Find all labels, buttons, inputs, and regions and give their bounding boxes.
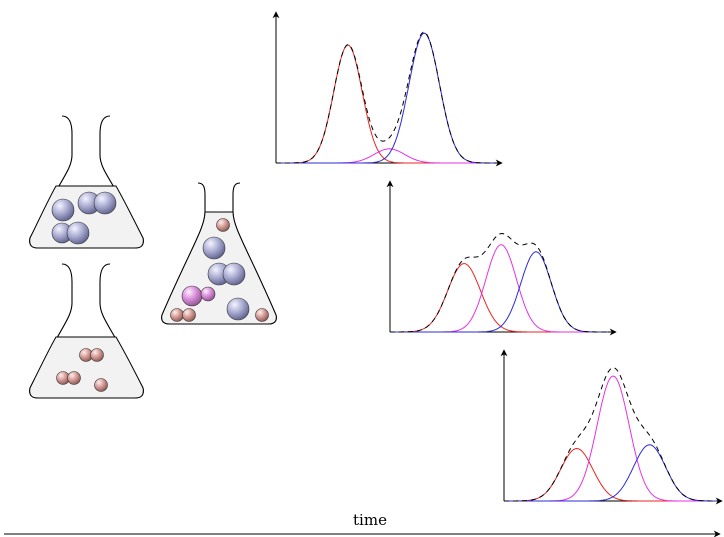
red-particle: [170, 308, 184, 322]
sum-curve: [504, 367, 718, 502]
flask-reactant-a: [29, 115, 144, 249]
red-peak-curve: [276, 44, 494, 164]
red-particle: [94, 378, 108, 392]
red-particle: [90, 348, 104, 362]
blue-sphere: [226, 297, 250, 321]
magenta-peak-curve: [390, 244, 608, 333]
chromatogram-stage-2: [386, 180, 617, 336]
sum-curve: [276, 31, 494, 164]
magenta-peak-curve: [504, 375, 718, 502]
magenta-particle: [200, 286, 216, 302]
blue-peak-curve: [504, 444, 718, 502]
blue-sphere: [222, 262, 246, 286]
red-particle: [255, 308, 269, 322]
magenta-particle: [181, 285, 203, 307]
flask-liquid: [29, 336, 144, 399]
blue-peak-curve: [276, 32, 494, 164]
red-peak-curve: [390, 263, 608, 333]
blue-peak-curve: [390, 251, 608, 333]
red-peak-curve: [504, 447, 718, 502]
flask-reactant-b: [29, 263, 144, 399]
blue-sphere: [202, 236, 226, 260]
red-particle: [67, 371, 81, 385]
blue-sphere: [66, 221, 90, 245]
chromatogram-stage-3: [500, 349, 723, 505]
chromatogram-stage-1: [272, 11, 503, 167]
red-particle: [182, 308, 196, 322]
blue-sphere: [51, 198, 75, 222]
time-axis-label: time: [353, 511, 387, 529]
red-particle: [216, 218, 230, 232]
sum-curve: [390, 232, 608, 333]
flask-mixture: [161, 182, 277, 325]
blue-sphere: [93, 191, 117, 215]
